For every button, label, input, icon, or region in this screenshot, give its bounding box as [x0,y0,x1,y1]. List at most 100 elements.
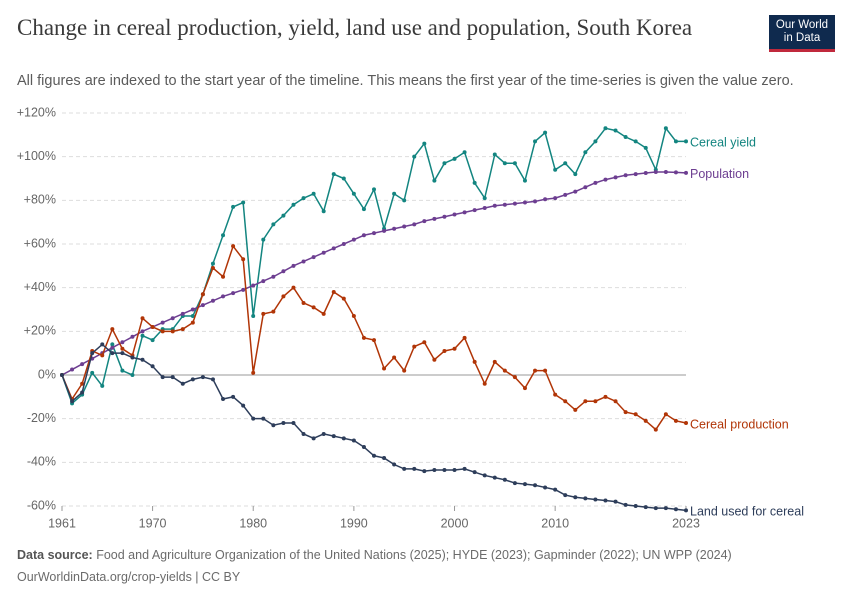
data-point [512,161,517,166]
x-tick-label: 2010 [541,516,569,530]
data-point [190,314,195,319]
data-point [543,368,548,373]
logo[interactable]: Our World in Data [769,15,835,52]
series-line [61,126,686,405]
data-point [271,222,276,227]
source: Data source: Food and Agriculture Organi… [17,548,732,562]
data-point [482,381,487,386]
data-point [241,403,246,408]
data-point [140,357,145,362]
data-point [170,329,175,334]
data-point [452,467,457,472]
data-point [522,178,527,183]
data-point [210,298,215,303]
data-point [341,296,346,301]
data-point [341,436,346,441]
data-point [472,359,477,364]
data-point [442,467,447,472]
data-point [643,145,648,150]
data-point [281,421,286,426]
data-point [684,139,688,144]
data-point [210,266,215,271]
data-point [210,377,215,382]
data-point [553,196,558,201]
data-point [150,364,155,369]
y-tick-label: -40% [27,455,56,469]
data-point [382,228,387,233]
data-point [653,169,658,174]
data-point [261,237,266,242]
data-point [522,386,527,391]
series-line [61,171,687,376]
data-point [251,283,256,288]
data-point [281,294,286,299]
data-point [341,176,346,181]
data-point [200,292,205,297]
data-point [412,222,417,227]
data-point [422,219,427,224]
source-text[interactable]: Food and Agriculture Organization of the… [96,548,732,562]
data-point [563,192,568,197]
data-point [492,475,497,480]
data-point [321,250,326,255]
y-tick-label: +120% [17,105,56,119]
data-point [241,200,246,205]
data-point [603,394,608,399]
data-point [210,261,215,266]
data-point [100,353,105,358]
data-point [613,175,618,180]
y-tick-label: -20% [27,411,56,425]
data-point [231,244,236,249]
data-point [311,305,316,310]
data-point [361,233,366,238]
data-point [301,259,306,264]
data-point [663,412,668,417]
data-point [351,237,356,242]
data-point [80,390,85,395]
data-point [492,359,497,364]
data-point [482,473,487,478]
data-point [170,375,175,380]
series-label: Cereal yield [690,136,756,150]
chart-title: Change in cereal production, yield, land… [17,15,693,40]
data-point [291,202,296,207]
logo-line: Our World [775,19,829,31]
data-point [100,342,105,347]
data-point [482,205,487,210]
data-point [261,311,266,316]
data-point [422,141,427,146]
data-point [281,269,286,274]
data-point [633,172,638,177]
data-point [684,421,688,426]
data-point [150,338,155,343]
data-point [190,307,195,312]
y-tick-label: 0% [38,367,56,381]
data-point [402,224,407,229]
data-point [502,368,507,373]
data-point [673,418,678,423]
data-point [613,128,618,133]
data-point [331,434,336,439]
data-point [563,399,568,404]
data-point [130,334,135,339]
data-point [472,470,477,475]
data-point [200,303,205,308]
data-point [553,487,558,492]
data-point [311,191,316,196]
data-point [160,320,165,325]
data-point [462,335,467,340]
x-tick-label: 1980 [239,516,267,530]
data-point [271,274,276,279]
data-point [553,392,558,397]
chart: -60% -40% -20% 0% +20% +40% +60% +80% +100% +120%… [17,105,804,530]
data-point [553,167,558,172]
data-point [563,493,568,498]
data-point [110,351,115,356]
data-point [432,357,437,362]
data-point [623,410,628,415]
data-point [543,130,548,135]
footer[interactable]: OurWorldinData.org/crop-yields | CC BY [17,570,241,584]
data-point [533,483,538,488]
data-point [492,203,497,208]
data-point [512,481,517,486]
